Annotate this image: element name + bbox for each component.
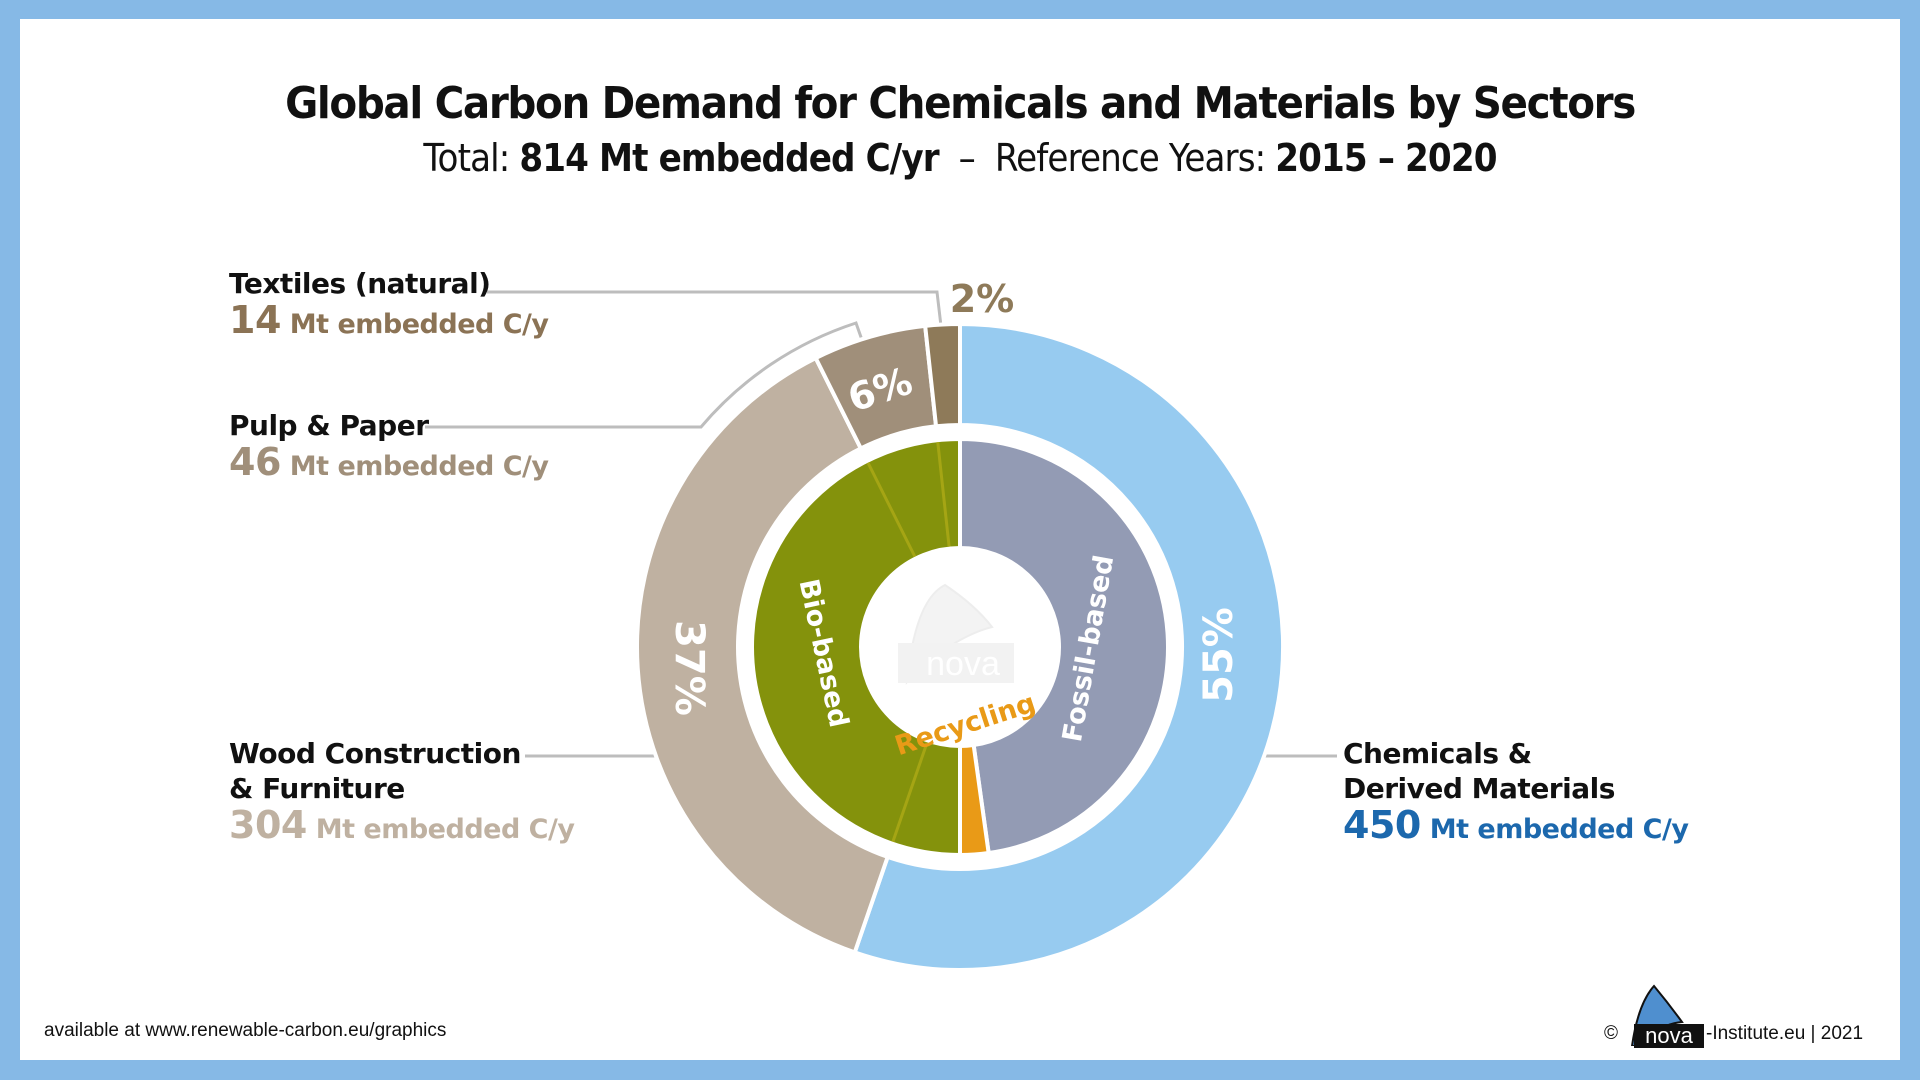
label-wood-value: 304 Mt embedded C/y: [229, 803, 575, 849]
label-textiles-name: Textiles (natural): [229, 267, 491, 300]
label-pulp-number: 46: [229, 440, 281, 484]
subtitle-separator: – Reference Years:: [938, 136, 1276, 180]
institute-text: -Institute.eu | 2021: [1706, 1023, 1864, 1044]
nova-logo-text: nova: [926, 645, 1000, 683]
bio-subdivision-lines: [866, 442, 951, 843]
outer-slice-wood-construction-furniture: [635, 355, 891, 955]
label-wood-name-2: & Furniture: [229, 772, 405, 805]
label-pulp-value: 46 Mt embedded C/y: [229, 443, 549, 486]
nova-logo-box: [898, 643, 1014, 683]
subtitle-prefix: Total:: [423, 136, 520, 180]
label-textiles-unit: Mt embedded C/y: [280, 309, 549, 340]
bio-subdivision-line: [891, 741, 929, 843]
subtitle-total: 814 Mt embedded C/yr: [519, 136, 939, 180]
label-chemicals-unit: Mt embedded C/y: [1420, 814, 1689, 845]
label-textiles-value: 14 Mt embedded C/y: [229, 301, 549, 344]
subtitle-years: 2015 – 2020: [1275, 136, 1497, 180]
leader-lines: [425, 290, 1337, 758]
label-wood-unit: Mt embedded C/y: [306, 814, 575, 845]
label-textiles: Textiles (natural) 14 Mt embedded C/y: [229, 266, 549, 344]
label-55-percent: 55%: [1196, 607, 1242, 703]
label-chemicals-name-2: Derived Materials: [1343, 772, 1615, 805]
label-chemicals-value: 450 Mt embedded C/y: [1343, 803, 1689, 849]
label-pulp-name: Pulp & Paper: [229, 409, 429, 442]
outer-slice-textiles-natural: [922, 321, 962, 429]
label-2-percent: 2%: [950, 277, 1015, 321]
center-nova-watermark: nova: [898, 583, 1014, 685]
label-textiles-number: 14: [229, 298, 281, 342]
label-wood-name-1: Wood Construction: [229, 737, 521, 770]
outer-ring: [635, 321, 1285, 972]
nova-logo-text: nova: [1634, 1024, 1704, 1048]
source-link-text: available at www.renewable-carbon.eu/gra…: [44, 1020, 447, 1041]
label-wood: Wood Construction & Furniture 304 Mt emb…: [229, 736, 575, 849]
inner-slice-fossil-based: [958, 436, 1170, 856]
nova-sail-icon: [905, 583, 994, 685]
chart-subtitle: Total: 814 Mt embedded C/yr – Reference …: [96, 136, 1824, 180]
nova-logo: nova: [1624, 984, 1704, 1048]
leader-line-textiles: [487, 290, 943, 327]
bio-subdivision-line: [936, 442, 951, 547]
copyright-symbol: ©: [1604, 1023, 1618, 1044]
copyright: © nova -Institute.eu | 2021: [1604, 984, 1864, 1048]
label-pulp: Pulp & Paper 46 Mt embedded C/y: [229, 408, 549, 486]
label-chemicals-name-1: Chemicals &: [1343, 737, 1532, 770]
label-chemicals-number: 450: [1343, 803, 1421, 847]
leader-line-pulp: [425, 321, 864, 429]
bio-subdivision-line: [866, 462, 917, 558]
label-37-percent: 37%: [666, 620, 712, 716]
label-chemicals: Chemicals & Derived Materials 450 Mt emb…: [1343, 736, 1689, 849]
label-pulp-unit: Mt embedded C/y: [280, 451, 549, 482]
outer-slice-chemicals-derived-materials: [852, 321, 1285, 972]
label-wood-number: 304: [229, 803, 307, 847]
chart-title: Global Carbon Demand for Chemicals and M…: [285, 78, 1636, 129]
